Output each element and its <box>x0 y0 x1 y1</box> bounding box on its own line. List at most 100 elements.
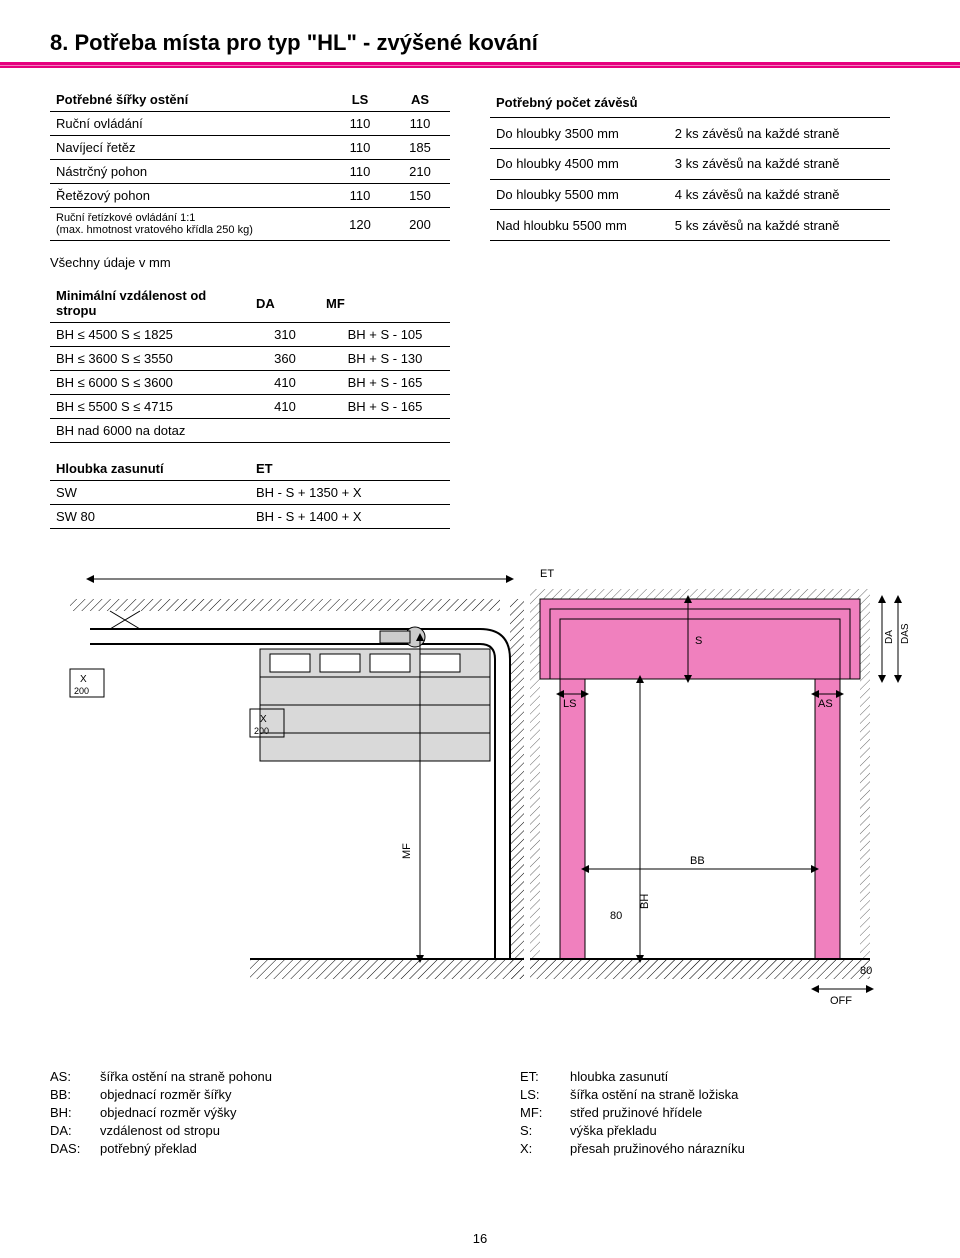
note-units: Všechny údaje v mm <box>50 255 910 270</box>
lbl-80a: 80 <box>610 910 622 922</box>
td: BH ≤ 5500 S ≤ 4715 <box>50 395 250 419</box>
td: BH + S - 130 <box>320 347 450 371</box>
abbr: ET: <box>520 1069 570 1084</box>
td: 310 <box>250 323 320 347</box>
lbl-x2: X <box>260 714 267 725</box>
lbl-da: DA <box>884 630 895 644</box>
lbl-x1: X <box>80 674 87 685</box>
td: 110 <box>330 160 390 184</box>
td: Řetězový pohon <box>50 184 330 208</box>
th: DA <box>250 284 320 323</box>
abbr: S: <box>520 1123 570 1138</box>
td <box>250 419 320 443</box>
table-hinges: Potřebný počet závěsů Do hloubky 3500 mm… <box>490 88 890 241</box>
desc: střed pružinové hřídele <box>570 1105 702 1120</box>
abbr: MF: <box>520 1105 570 1120</box>
lbl-s: S <box>695 635 702 647</box>
td: BH ≤ 6000 S ≤ 3600 <box>50 371 250 395</box>
td: BH + S - 165 <box>320 395 450 419</box>
td: 200 <box>390 208 450 241</box>
abbr: BH: <box>50 1105 100 1120</box>
abbr: X: <box>520 1141 570 1156</box>
desc: potřebný překlad <box>100 1141 197 1156</box>
td: Ruční řetízkové ovládání 1:1 (max. hmotn… <box>50 208 330 241</box>
td: 110 <box>330 112 390 136</box>
abbr: LS: <box>520 1087 570 1102</box>
td: Nástrčný pohon <box>50 160 330 184</box>
th: MF <box>320 284 450 323</box>
td: 110 <box>330 184 390 208</box>
td: BH - S + 1400 + X <box>250 505 450 529</box>
lbl-200b: 200 <box>254 726 269 736</box>
page-title: 8. Potřeba místa pro typ "HL" - zvýšené … <box>50 30 910 56</box>
th: AS <box>390 88 450 112</box>
td: 2 ks závěsů na každé straně <box>669 118 890 149</box>
td: 110 <box>330 136 390 160</box>
abbr: BB: <box>50 1087 100 1102</box>
legend: AS:šířka ostění na straně pohonu BB:obje… <box>50 1069 910 1159</box>
desc: výška překladu <box>570 1123 657 1138</box>
td: 410 <box>250 371 320 395</box>
td: Do hloubky 3500 mm <box>490 118 669 149</box>
td: 360 <box>250 347 320 371</box>
lbl-as: AS <box>818 698 833 710</box>
th: LS <box>330 88 390 112</box>
table-depth: Hloubka zasunutí ET SWBH - S + 1350 + X … <box>50 457 450 529</box>
td: 120 <box>330 208 390 241</box>
td: 150 <box>390 184 450 208</box>
td: Ruční ovládání <box>50 112 330 136</box>
td: Navíjecí řetěz <box>50 136 330 160</box>
td: BH + S - 105 <box>320 323 450 347</box>
table-ceiling-distance: Minimální vzdálenost od stropu DA MF BH … <box>50 284 450 443</box>
lbl-ls: LS <box>563 698 576 710</box>
abbr: DA: <box>50 1123 100 1138</box>
lbl-bh: BH <box>639 894 651 909</box>
td: BH nad 6000 na dotaz <box>50 419 250 443</box>
title-underline <box>0 62 960 68</box>
th: Potřebné šířky ostění <box>50 88 330 112</box>
td: 110 <box>390 112 450 136</box>
td: 185 <box>390 136 450 160</box>
desc: vzdálenost od stropu <box>100 1123 220 1138</box>
th: ET <box>250 457 450 481</box>
lbl-off: OFF <box>830 995 852 1007</box>
td: BH - S + 1350 + X <box>250 481 450 505</box>
legend-right: ET:hloubka zasunutí LS:šířka ostění na s… <box>520 1069 910 1159</box>
lbl-bb: BB <box>690 855 705 867</box>
top-tables: Potřebné šířky ostění LS AS Ruční ovládá… <box>50 88 910 241</box>
td: SW 80 <box>50 505 250 529</box>
desc: šířka ostění na straně pohonu <box>100 1069 272 1084</box>
td: Do hloubky 4500 mm <box>490 149 669 180</box>
th: Potřebný počet závěsů <box>490 88 890 118</box>
lbl-80b: 80 <box>860 965 872 977</box>
desc: objednací rozměr šířky <box>100 1087 232 1102</box>
td: 410 <box>250 395 320 419</box>
lbl-et: ET <box>540 568 554 580</box>
table-widths: Potřebné šířky ostění LS AS Ruční ovládá… <box>50 88 450 241</box>
td: Do hloubky 5500 mm <box>490 179 669 210</box>
td: BH ≤ 4500 S ≤ 1825 <box>50 323 250 347</box>
abbr: AS: <box>50 1069 100 1084</box>
td: Nad hloubku 5500 mm <box>490 210 669 241</box>
td <box>320 419 450 443</box>
lbl-200a: 200 <box>74 686 89 696</box>
td: BH ≤ 3600 S ≤ 3550 <box>50 347 250 371</box>
td: 4 ks závěsů na každé straně <box>669 179 890 210</box>
technical-diagram: DA DAS LS S AS BB BH 80 OFF 80 ET <box>50 549 910 1029</box>
desc: přesah pružinového nárazníku <box>570 1141 745 1156</box>
th: Minimální vzdálenost od stropu <box>50 284 250 323</box>
lbl-das: DAS <box>900 623 910 644</box>
td: 5 ks závěsů na každé straně <box>669 210 890 241</box>
desc: šířka ostění na straně ložiska <box>570 1087 738 1102</box>
th: Hloubka zasunutí <box>50 457 250 481</box>
td: BH + S - 165 <box>320 371 450 395</box>
legend-left: AS:šířka ostění na straně pohonu BB:obje… <box>50 1069 440 1159</box>
td: 210 <box>390 160 450 184</box>
desc: hloubka zasunutí <box>570 1069 668 1084</box>
td: 3 ks závěsů na každé straně <box>669 149 890 180</box>
lbl-mf: MF <box>401 843 413 859</box>
desc: objednací rozměr výšky <box>100 1105 237 1120</box>
td: SW <box>50 481 250 505</box>
page-number: 16 <box>0 1231 960 1246</box>
abbr: DAS: <box>50 1141 100 1156</box>
